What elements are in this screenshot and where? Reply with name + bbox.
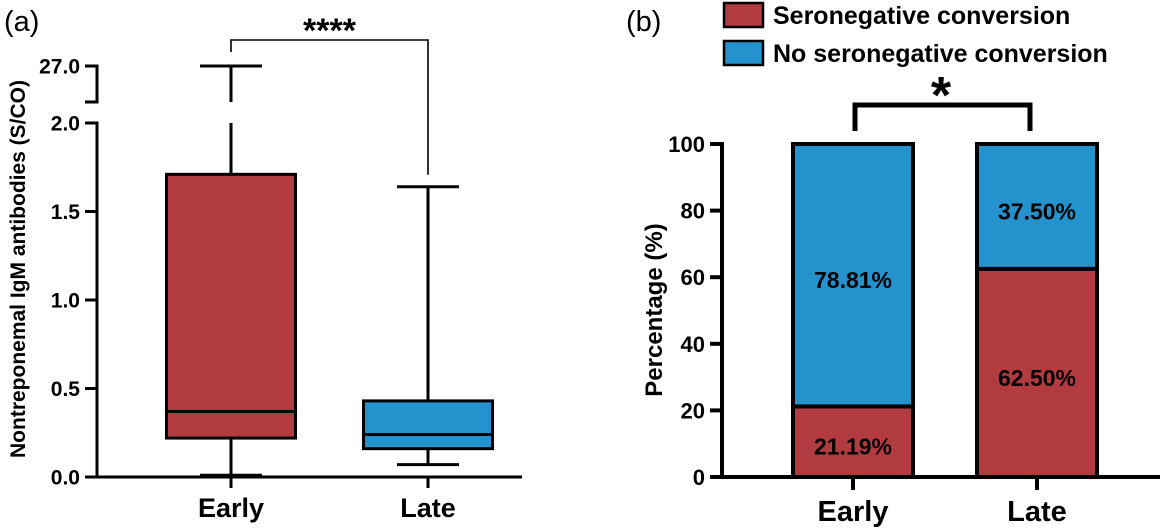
data-label: 37.50%	[998, 198, 1076, 224]
y-tick-label: 2.0	[51, 113, 80, 136]
x-tick-label: Early	[198, 493, 264, 523]
y-tick-label: 1.5	[51, 201, 81, 224]
significance-bracket	[852, 102, 1033, 131]
panel-b-stacked-bar-chart: (b) Seronegative conversion No seronegativ…	[626, 1, 1160, 528]
significance-label: ****	[303, 12, 357, 50]
bar-segment	[975, 142, 1099, 271]
legend-label: No seronegative conversion	[773, 40, 1108, 68]
legend-swatch	[722, 39, 765, 67]
panel-a-boxplot: (a) 0.0 0.5 1.0 1.5 2.0 27.0 Nontreponemal IgM …	[4, 6, 522, 523]
y-tick-label: 100	[668, 132, 705, 157]
panel-label-b: (b)	[626, 6, 661, 38]
y-tick-label: 80	[681, 199, 705, 224]
x-tick-label: Late	[1007, 496, 1067, 528]
y-tick-label: 20	[681, 398, 705, 423]
panel-label-a: (a)	[4, 6, 39, 38]
y-tick-label-upper: 27.0	[39, 56, 80, 79]
x-tick-label: Late	[400, 493, 456, 523]
y-axis-title: Nontreponemal IgM antibodies (S/CO)	[7, 80, 30, 458]
x-tick-label: Early	[818, 496, 889, 528]
y-tick-label: 0	[693, 465, 705, 490]
data-label: 62.50%	[998, 365, 1076, 391]
y-axis-title: Percentage (%)	[641, 223, 668, 396]
significance-label: *	[931, 67, 952, 125]
significance-bracket	[230, 39, 429, 175]
data-label: 78.81%	[814, 267, 892, 293]
bar-segment	[791, 142, 915, 409]
bar-segment	[975, 266, 1099, 479]
y-tick-label: 0.5	[51, 378, 81, 401]
y-tick-label: 60	[681, 265, 705, 290]
legend-swatch	[722, 1, 765, 29]
y-tick-label: 1.0	[51, 290, 80, 313]
data-label: 21.19%	[814, 434, 892, 460]
box	[165, 172, 297, 440]
y-tick-label: 0.0	[51, 467, 80, 490]
legend-label: Seronegative conversion	[773, 2, 1070, 30]
box	[362, 399, 494, 451]
bar-segment	[791, 404, 915, 479]
y-tick-label: 40	[681, 332, 705, 357]
